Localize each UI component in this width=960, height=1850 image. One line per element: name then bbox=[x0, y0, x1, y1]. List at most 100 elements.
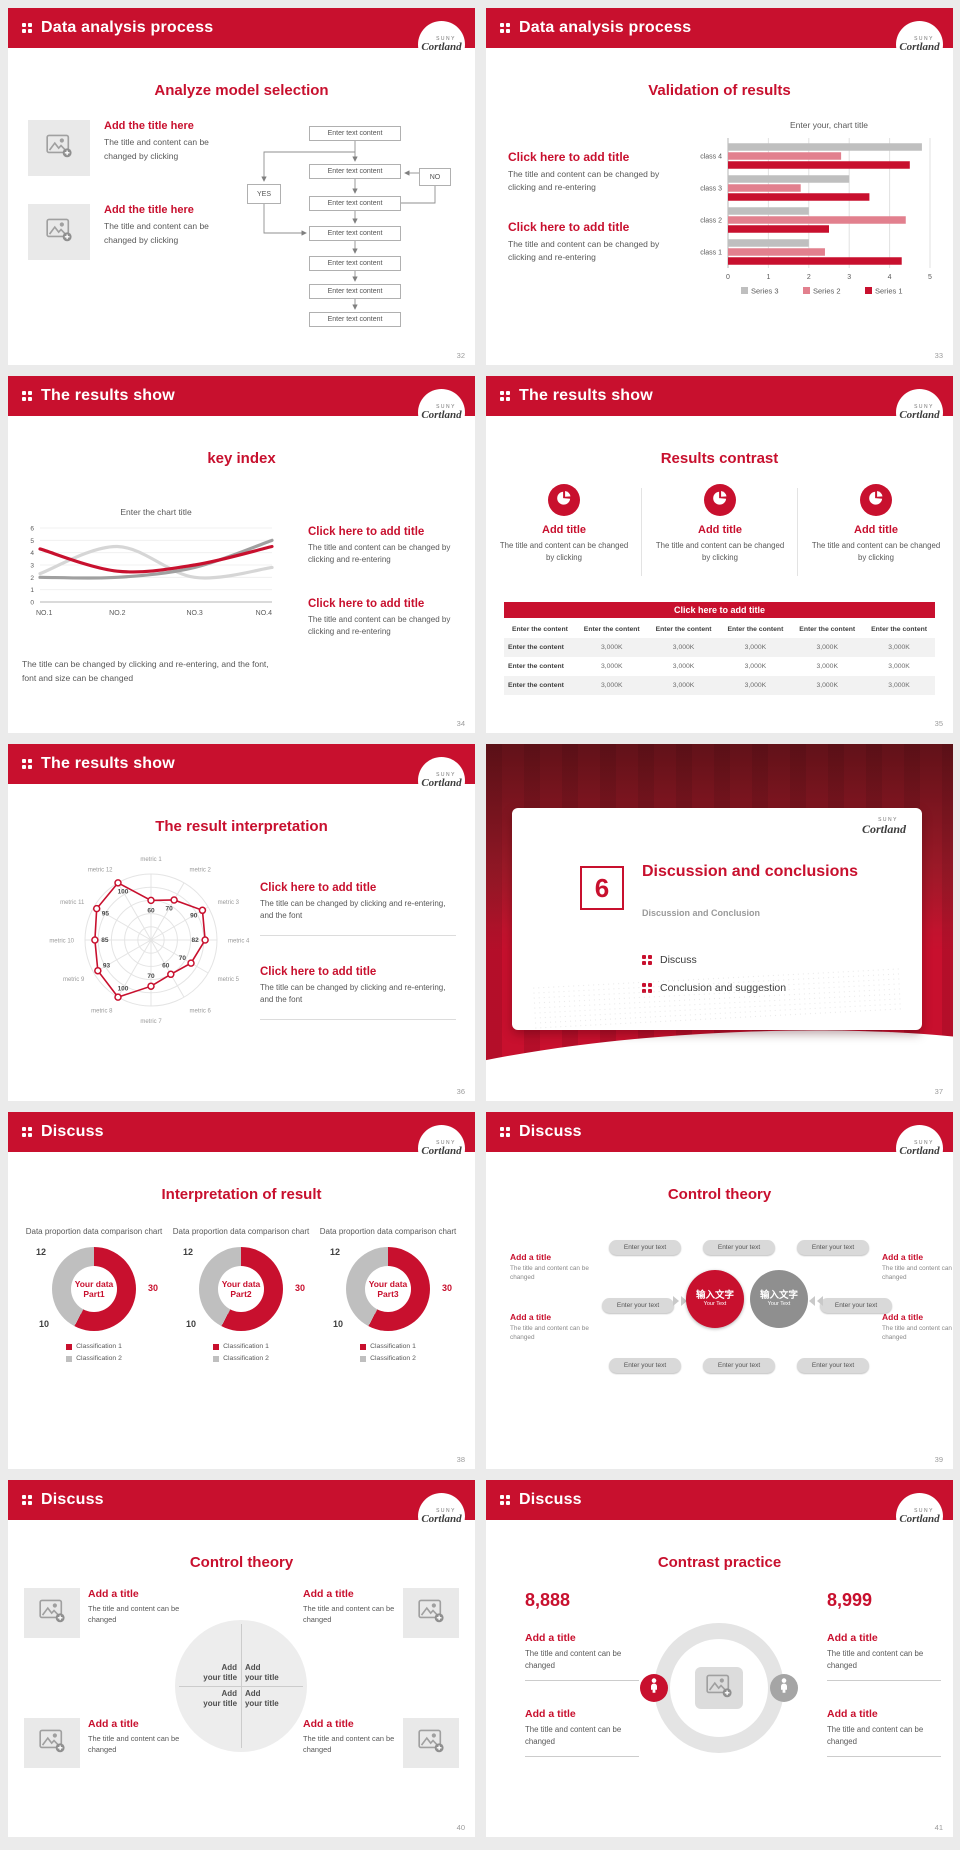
svg-text:6: 6 bbox=[30, 526, 34, 533]
table-cell: 3,000K bbox=[672, 644, 695, 651]
flow-box[interactable]: Enter text content bbox=[309, 196, 401, 211]
flow-box[interactable]: Enter text content bbox=[309, 164, 401, 179]
slide-38[interactable]: Discuss SUNY Cortland Interpretation of … bbox=[8, 1112, 475, 1469]
slide-32[interactable]: Data analysis process SUNY Cortland Anal… bbox=[8, 8, 475, 365]
center-circle-red[interactable]: 输入文字 Your Text bbox=[686, 1270, 744, 1328]
slide-header-title: Data analysis process bbox=[41, 19, 214, 36]
line-chart[interactable]: Enter the chart title 0 1 2 3 4 5 6 NO.1 NO.2 NO.3… bbox=[14, 502, 290, 630]
table-cell: 3,000K bbox=[888, 663, 910, 670]
table-header-cell: Enter the content bbox=[583, 625, 640, 633]
slide-34[interactable]: The results show SUNY Cortland key index… bbox=[8, 376, 475, 733]
logo-name: Cortland bbox=[899, 1512, 940, 1525]
page-number: 39 bbox=[934, 1455, 943, 1464]
svg-text:Series 3: Series 3 bbox=[751, 287, 779, 296]
text-block: Add a title The title and content can be… bbox=[525, 1632, 639, 1682]
flow-box[interactable]: Enter text content bbox=[309, 126, 401, 141]
text-pill[interactable]: Enter your text bbox=[820, 1298, 892, 1313]
slide-title: Interpretation of result bbox=[161, 1186, 322, 1203]
corner-item: Add a title The title and content can be … bbox=[303, 1718, 459, 1768]
image-placeholder[interactable] bbox=[24, 1588, 80, 1638]
slide-header-title: The results show bbox=[519, 387, 653, 404]
add-image-icon bbox=[417, 1599, 445, 1628]
data-table[interactable]: Enter the content Enter the content Enter … bbox=[504, 620, 935, 695]
svg-text:3: 3 bbox=[847, 274, 851, 281]
donut-group: Data proportion data comparison chart Yo… bbox=[24, 1226, 164, 1367]
header-dots-icon bbox=[22, 759, 32, 769]
table-cell: 3,000K bbox=[600, 663, 623, 670]
quadrant-label[interactable]: Add your title bbox=[244, 1662, 279, 1682]
chevron-right-icon bbox=[673, 1296, 687, 1306]
text-block: Add a title The title and content can be… bbox=[882, 1252, 953, 1282]
person-icon-gray bbox=[770, 1674, 798, 1702]
svg-text:metric 4: metric 4 bbox=[228, 939, 250, 945]
image-placeholder[interactable] bbox=[24, 1718, 80, 1768]
slide-header-title: The results show bbox=[41, 387, 175, 404]
text-pill[interactable]: Enter your text bbox=[609, 1240, 681, 1255]
donut-chart[interactable]: Your data Part2 12 30 10 bbox=[183, 1247, 305, 1332]
slide-header-title: Discuss bbox=[519, 1491, 582, 1508]
svg-text:Series 2: Series 2 bbox=[813, 287, 841, 296]
slide-33[interactable]: Data analysis process SUNY Cortland Vali… bbox=[486, 8, 953, 365]
flow-yes-box[interactable]: YES bbox=[247, 184, 281, 204]
image-placeholder[interactable] bbox=[403, 1718, 459, 1768]
image-placeholder[interactable] bbox=[28, 120, 90, 176]
slide-title: Control theory bbox=[189, 1554, 294, 1571]
data-label: 10 bbox=[186, 1319, 197, 1330]
slide-40[interactable]: Discuss SUNY Cortland Control theory Add… bbox=[8, 1480, 475, 1837]
svg-text:metric 3: metric 3 bbox=[218, 900, 240, 906]
section-bullet[interactable]: Discuss bbox=[642, 954, 697, 966]
text-pill[interactable]: Enter your text bbox=[609, 1358, 681, 1373]
block-body: The title and content can be changed by … bbox=[308, 615, 451, 637]
flow-box[interactable]: Enter text content bbox=[309, 312, 401, 327]
block-title: Click here to add title bbox=[508, 220, 630, 234]
section-subtitle: Discussion and Conclusion bbox=[642, 908, 761, 918]
card-title: Add title bbox=[698, 524, 742, 536]
logo-name: Cortland bbox=[899, 408, 940, 421]
cortland-logo: SUNY Cortland bbox=[418, 1125, 465, 1172]
text-pill[interactable]: Enter your text bbox=[797, 1240, 869, 1255]
cortland-logo: SUNY Cortland bbox=[418, 21, 465, 68]
logo-suny: SUNY bbox=[436, 35, 456, 42]
text-pill[interactable]: Enter your text bbox=[602, 1298, 674, 1313]
slide-41[interactable]: Discuss SUNY Cortland Contrast practice … bbox=[486, 1480, 953, 1837]
quadrant-label[interactable]: Add your title bbox=[203, 1688, 238, 1709]
slide-37-section[interactable]: SUNY Cortland 6 Discussion and conclusio… bbox=[486, 744, 953, 1101]
center-circle-gray[interactable]: 输入文字 Your Text bbox=[750, 1270, 808, 1328]
radar-chart[interactable]: metric 1 metric 2 metric 3 metric 4 metric 5… bbox=[18, 840, 268, 1050]
donut-heading: Data proportion data comparison chart bbox=[319, 1227, 457, 1236]
section-bullet[interactable]: Conclusion and suggestion bbox=[642, 982, 786, 994]
donut-chart[interactable]: Your data Part3 12 30 10 bbox=[330, 1247, 452, 1332]
flow-box[interactable]: Enter text content bbox=[309, 284, 401, 299]
flow-box[interactable]: Enter text content bbox=[309, 256, 401, 271]
text-pill[interactable]: Enter your text bbox=[797, 1358, 869, 1373]
flow-box[interactable]: Enter text content bbox=[309, 226, 401, 241]
header-dots-icon bbox=[500, 1127, 510, 1137]
item-body: The title and content can be changed by … bbox=[104, 137, 209, 161]
text-block: Click here to add title The title and co… bbox=[508, 220, 688, 264]
table-header-cell: Enter the content bbox=[799, 625, 856, 633]
image-placeholder[interactable] bbox=[28, 204, 90, 260]
donut-chart[interactable]: Your data Part1 12 30 10 bbox=[36, 1247, 158, 1332]
image-placeholder[interactable] bbox=[403, 1588, 459, 1638]
svg-text:100: 100 bbox=[118, 889, 129, 896]
bar-chart[interactable]: Enter your, chart title 0 1 2 3 4 5 class 4 clas… bbox=[664, 104, 946, 309]
flow-no-box[interactable]: NO bbox=[419, 168, 451, 186]
page-number: 40 bbox=[456, 1823, 465, 1832]
text-pill[interactable]: Enter your text bbox=[703, 1240, 775, 1255]
table-row[interactable]: Enter the content 3,000K 3,000K 3,000K 3,000… bbox=[504, 657, 935, 676]
slide-36[interactable]: The results show SUNY Cortland The resul… bbox=[8, 744, 475, 1101]
text-pill[interactable]: Enter your text bbox=[703, 1358, 775, 1373]
slide-title: Contrast practice bbox=[657, 1554, 782, 1571]
quadrant-label[interactable]: Add your title bbox=[203, 1662, 238, 1682]
table-row[interactable]: Enter the content 3,000K 3,000K 3,000K 3,000… bbox=[504, 676, 935, 695]
text-block: Click here to add title The title can be… bbox=[260, 966, 456, 1020]
svg-text:70: 70 bbox=[179, 955, 187, 962]
item-title: Add the title here bbox=[104, 204, 194, 216]
table-row[interactable]: Enter the content 3,000K 3,000K 3,000K 3,000… bbox=[504, 638, 935, 657]
logo-suny: SUNY bbox=[914, 403, 934, 410]
slide-39[interactable]: Discuss SUNY Cortland Control theory Ent… bbox=[486, 1112, 953, 1469]
image-placeholder[interactable] bbox=[695, 1667, 743, 1709]
table-cell: Enter the content bbox=[508, 644, 564, 651]
quadrant-label[interactable]: Add your title bbox=[244, 1688, 279, 1709]
slide-35[interactable]: The results show SUNY Cortland Results c… bbox=[486, 376, 953, 733]
